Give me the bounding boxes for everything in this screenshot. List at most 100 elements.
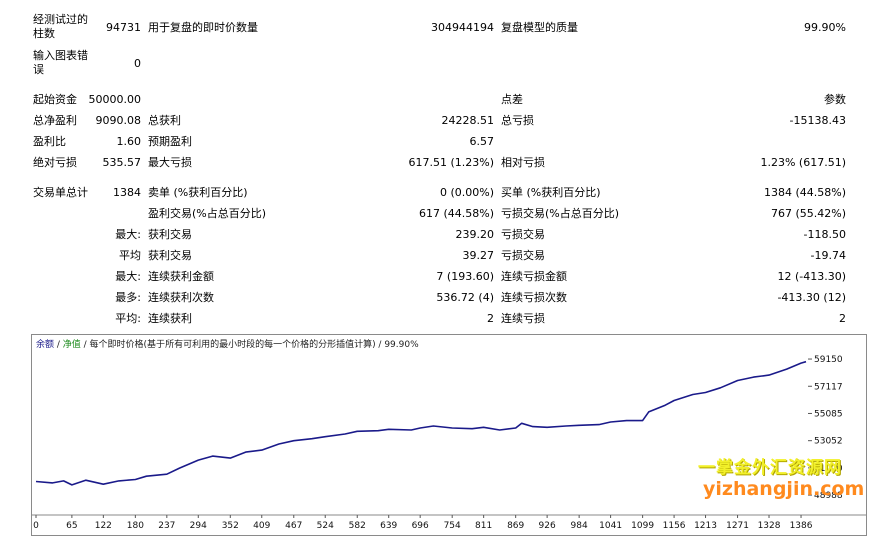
total-trades-label: 交易单总计 — [33, 186, 88, 199]
caption-sep: / — [54, 340, 63, 350]
loss-trades-label: 亏损交易(%占总百分比) — [501, 207, 620, 220]
x-tick-label: 524 — [317, 521, 334, 531]
largest-prefix: 最大: — [115, 228, 141, 241]
total-net-profit-label: 总净盈利 — [33, 114, 77, 127]
largest-profit-label: 获利交易 — [148, 228, 192, 241]
max-consec-losses-value: 12 (-413.30) — [777, 270, 846, 283]
x-tick-label: 582 — [349, 521, 366, 531]
expected-payoff-label: 预期盈利 — [148, 135, 192, 148]
profit-factor-value: 1.60 — [116, 135, 142, 148]
x-tick-label: 754 — [444, 521, 461, 531]
long-positions-value: 1384 (44.58%) — [763, 186, 846, 199]
x-tick-label: 467 — [285, 521, 302, 531]
initial-deposit-label: 起始资金 — [33, 93, 77, 106]
max-consec-wins-label: 连续获利金额 — [148, 270, 214, 283]
x-tick-label: 1328 — [758, 521, 781, 531]
largest-profit-value: 239.20 — [455, 228, 495, 241]
spread-value: 参数 — [824, 93, 846, 106]
average-consec-prefix: 平均: — [115, 312, 141, 325]
x-tick-label: 1041 — [599, 521, 622, 531]
y-tick-label: 53052 — [814, 437, 843, 447]
x-tick-label: 237 — [158, 521, 175, 531]
gross-loss-label: 总亏损 — [501, 114, 534, 127]
mismatched-errors-value: 0 — [134, 57, 141, 70]
x-tick-label: 639 — [380, 521, 397, 531]
chart-caption: 余额 / 净值 / 每个即时价格(基于所有可利用的最小时段的每一个价格的分形插值… — [36, 337, 419, 350]
balance-chart-svg: 0 65 122 180 237 294 352 409 467 524 582 639 696 754 8… — [32, 355, 866, 531]
x-tick-label: 984 — [571, 521, 588, 531]
ticks-modeled-value: 304944194 — [431, 21, 494, 34]
maximal-consec-loss-label: 连续亏损次数 — [501, 291, 567, 304]
total-trades-value: 1384 — [113, 186, 141, 199]
long-positions-label: 买单 (%获利百分比) — [501, 186, 601, 199]
caption-balance: 余额 — [36, 340, 55, 350]
maximal-drawdown-label: 最大亏损 — [148, 156, 192, 169]
total-net-profit-value: 9090.08 — [95, 114, 142, 127]
model-quality-label: 复盘模型的质量 — [501, 21, 578, 34]
spread-label: 点差 — [501, 93, 523, 106]
x-tick-label: 409 — [253, 521, 270, 531]
largest-loss-label: 亏损交易 — [501, 228, 545, 241]
bars-tested-label: 经测试过的柱数 — [33, 13, 88, 40]
x-tick-label: 926 — [539, 521, 556, 531]
caption-equity: 净值 — [62, 340, 81, 350]
x-tick-label: 180 — [127, 521, 144, 531]
watermark-chinese: 一掌金外汇资源网 — [698, 458, 842, 478]
largest-loss-value: -118.50 — [803, 228, 846, 241]
x-tick-label: 1271 — [726, 521, 749, 531]
absolute-drawdown-label: 绝对亏损 — [33, 156, 77, 169]
gross-profit-value: 24228.51 — [441, 114, 495, 127]
average-loss-label: 亏损交易 — [501, 249, 545, 262]
relative-drawdown-value: 1.23% (617.51) — [760, 156, 846, 169]
y-tick-label: 57117 — [814, 382, 843, 392]
ticks-modeled-label: 用于复盘的即时价数量 — [148, 21, 258, 34]
gross-profit-label: 总获利 — [148, 114, 181, 127]
profit-trades-label: 盈利交易(%占总百分比) — [148, 207, 267, 220]
x-tick-label: 65 — [66, 521, 77, 531]
loss-trades-value: 767 (55.42%) — [770, 207, 846, 220]
balance-chart: 0 65 122 180 237 294 352 409 467 524 582 639 696 754 8… — [31, 334, 867, 536]
relative-drawdown-label: 相对亏损 — [501, 156, 545, 169]
y-tick-label: 59150 — [814, 355, 843, 365]
expected-payoff-value: 6.57 — [469, 135, 495, 148]
bars-tested-value: 94731 — [106, 21, 141, 34]
short-positions-label: 卖单 (%获利百分比) — [148, 186, 248, 199]
maximal-consec-loss-value: -413.30 (12) — [777, 291, 846, 304]
average-consec-wins-label: 连续获利 — [148, 312, 192, 325]
average-consec-losses-label: 连续亏损 — [501, 312, 545, 325]
maximal-consec-profit-value: 536.72 (4) — [436, 291, 494, 304]
average-consec-losses-value: 2 — [839, 312, 846, 325]
x-tick-label: 0 — [33, 521, 39, 531]
max-consec-losses-label: 连续亏损金额 — [501, 270, 567, 283]
x-tick-label: 122 — [95, 521, 112, 531]
profit-factor-label: 盈利比 — [33, 135, 66, 148]
x-tick-label: 1099 — [631, 521, 654, 531]
average-profit-label: 获利交易 — [148, 249, 192, 262]
maximal-consec-prefix: 最多: — [115, 291, 141, 304]
y-tick-label: 48988 — [814, 491, 843, 501]
balance-series-line — [35, 360, 807, 486]
max-consec-prefix: 最大: — [115, 270, 141, 283]
y-tick-label: 51020 — [814, 464, 843, 474]
x-tick-label: 294 — [190, 521, 207, 531]
max-consec-wins-value: 7 (193.60) — [436, 270, 494, 283]
model-quality-value: 99.90% — [804, 21, 846, 34]
x-tick-label: 1213 — [694, 521, 717, 531]
x-tick-label: 696 — [412, 521, 429, 531]
x-tick-label: 869 — [507, 521, 524, 531]
x-tick-label: 1386 — [790, 521, 813, 531]
gross-loss-value: -15138.43 — [789, 114, 846, 127]
mismatched-errors-label: 输入图表错误 — [33, 49, 88, 76]
initial-deposit-value: 50000.00 — [88, 93, 142, 106]
caption-description: / 每个即时价格(基于所有可利用的最小时段的每一个价格的分形插值计算) / 99… — [80, 340, 419, 350]
y-tick-label: 55085 — [814, 409, 843, 419]
maximal-drawdown-value: 617.51 (1.23%) — [408, 156, 494, 169]
average-consec-wins-value: 2 — [487, 312, 494, 325]
average-prefix: 平均 — [119, 249, 141, 262]
profit-trades-value: 617 (44.58%) — [418, 207, 494, 220]
absolute-drawdown-value: 535.57 — [102, 156, 142, 169]
short-positions-value: 0 (0.00%) — [439, 186, 494, 199]
x-tick-label: 811 — [475, 521, 492, 531]
x-tick-label: 1156 — [663, 521, 686, 531]
average-profit-value: 39.27 — [462, 249, 495, 262]
